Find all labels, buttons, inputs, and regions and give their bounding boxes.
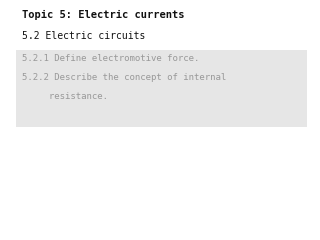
Text: 5.2.1 Define electromotive force.: 5.2.1 Define electromotive force.: [22, 54, 200, 63]
FancyBboxPatch shape: [16, 50, 307, 127]
Text: resistance.: resistance.: [22, 92, 108, 101]
Text: Topic 5: Electric currents: Topic 5: Electric currents: [22, 10, 185, 20]
Text: 5.2.2 Describe the concept of internal: 5.2.2 Describe the concept of internal: [22, 73, 227, 82]
Text: 5.2 Electric circuits: 5.2 Electric circuits: [22, 31, 146, 41]
